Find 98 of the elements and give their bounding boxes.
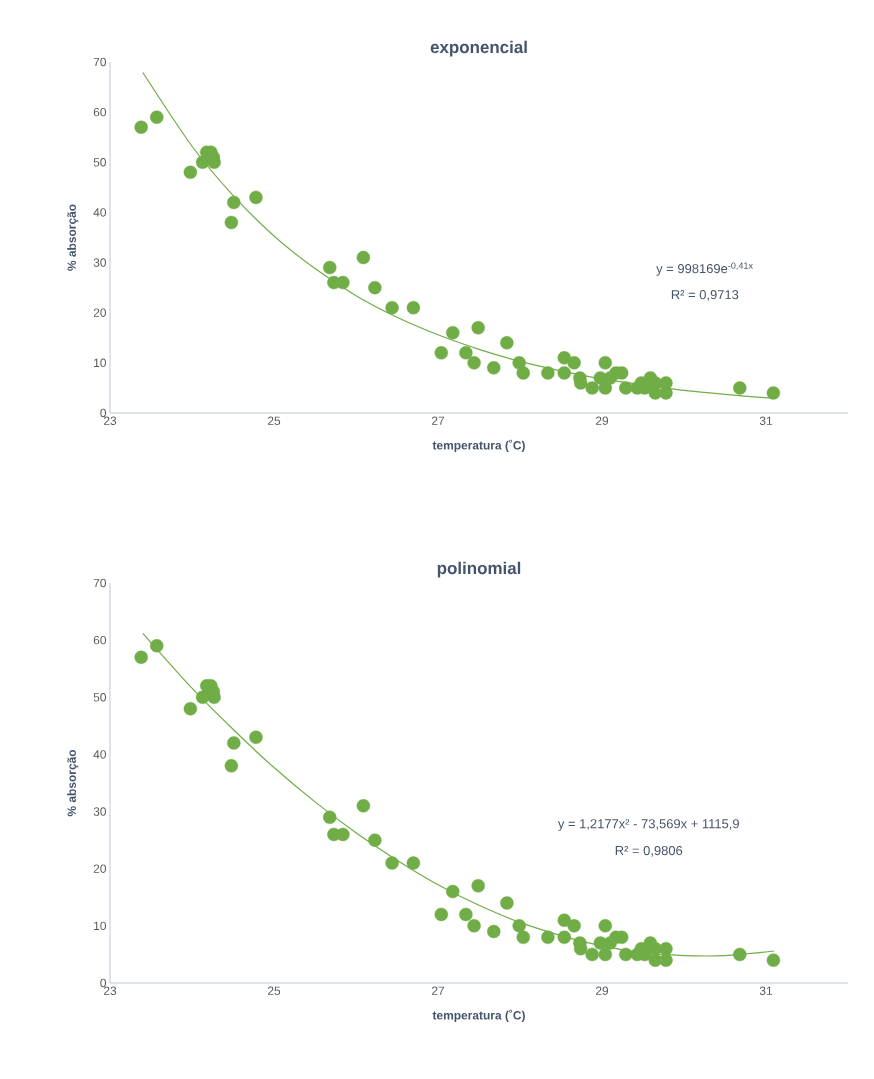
point	[368, 833, 382, 847]
point	[356, 799, 371, 813]
y-tick-label: 40	[93, 208, 107, 217]
point	[227, 195, 241, 210]
point	[541, 366, 555, 380]
point	[249, 730, 263, 744]
point	[150, 639, 164, 653]
point	[385, 856, 399, 870]
annotation: R² = 0,9713	[671, 290, 739, 301]
y-tick-label: 70	[93, 578, 107, 588]
point	[585, 947, 599, 962]
point	[619, 947, 633, 962]
point	[406, 300, 421, 315]
point	[567, 356, 581, 370]
point	[598, 356, 612, 370]
point	[434, 346, 448, 360]
point	[766, 386, 781, 400]
y-tick-label: 70	[93, 57, 107, 67]
x-tick-label: 25	[267, 986, 281, 995]
point	[150, 110, 164, 124]
point	[659, 386, 673, 400]
x-tick-label: 27	[431, 986, 445, 995]
y-tick-label: 20	[93, 308, 107, 317]
y-tick-label: 60	[93, 635, 107, 645]
point	[446, 326, 460, 340]
x-tick-label: 27	[431, 416, 445, 425]
point	[459, 346, 473, 360]
point	[323, 260, 337, 275]
point	[249, 190, 263, 205]
point	[385, 300, 399, 315]
y-tick-label: 50	[93, 158, 107, 167]
point	[224, 215, 239, 230]
point	[471, 879, 485, 893]
x-tick-label: 29	[595, 986, 609, 995]
y-axis-title: % absorção	[67, 204, 79, 271]
annotation: R² = 0,9806	[615, 845, 683, 857]
point	[183, 702, 198, 716]
point	[467, 356, 481, 370]
annotation: y = 998169e$^{-0,41x}$	[656, 262, 753, 276]
point	[434, 907, 448, 922]
y-tick-label: 20	[93, 864, 107, 873]
point	[356, 250, 371, 265]
y-tick-label: 10	[94, 358, 107, 368]
point	[500, 336, 514, 350]
point	[619, 381, 633, 395]
point	[183, 165, 198, 180]
point	[134, 120, 148, 134]
y-tick-label: 30	[93, 258, 107, 267]
y-tick-label: 60	[93, 107, 107, 117]
x-tick-label: 23	[103, 416, 117, 425]
point	[336, 275, 350, 290]
point	[487, 924, 501, 939]
point	[585, 381, 599, 395]
x-axis-title: temperatura (˚C)	[432, 1009, 525, 1022]
point	[487, 361, 501, 375]
point	[567, 919, 581, 933]
chart-title: polinomial	[437, 561, 521, 578]
point	[471, 321, 485, 335]
chart-title: exponencial	[430, 40, 527, 57]
y-tick-label: 0	[100, 408, 107, 418]
point	[336, 827, 350, 842]
point	[446, 884, 460, 899]
x-axis-title: temperatura (˚C)	[432, 439, 525, 452]
point	[512, 356, 526, 370]
point	[512, 919, 526, 933]
point	[733, 381, 747, 395]
annotation: y = 1,2177x² - 73,569x + 1115,9	[557, 819, 739, 831]
y-axis-title: % absorção	[67, 749, 79, 817]
point	[516, 366, 530, 380]
point	[406, 856, 421, 870]
point	[598, 947, 612, 962]
y-tick-label: 40	[93, 750, 107, 759]
point	[659, 942, 673, 956]
point	[659, 953, 673, 967]
point	[227, 736, 241, 750]
x-tick-label: 31	[759, 986, 773, 995]
x-tick-label: 29	[595, 416, 609, 425]
point	[323, 810, 337, 824]
point	[733, 947, 747, 962]
point	[368, 280, 382, 295]
point	[541, 930, 555, 944]
point	[557, 366, 571, 380]
x-tick-label: 31	[759, 416, 773, 425]
y-tick-label: 30	[93, 807, 107, 816]
y-tick-label: 50	[93, 693, 107, 702]
point	[224, 759, 239, 773]
point	[766, 953, 781, 967]
y-tick-label: 0	[100, 978, 107, 988]
x-tick-label: 25	[267, 416, 281, 425]
point	[500, 896, 514, 910]
point	[134, 650, 148, 664]
x-tick-label: 23	[103, 986, 117, 995]
y-tick-label: 10	[94, 921, 107, 931]
point	[467, 919, 481, 933]
point	[598, 919, 612, 933]
point	[557, 930, 571, 944]
point	[516, 930, 530, 944]
point	[459, 907, 473, 922]
